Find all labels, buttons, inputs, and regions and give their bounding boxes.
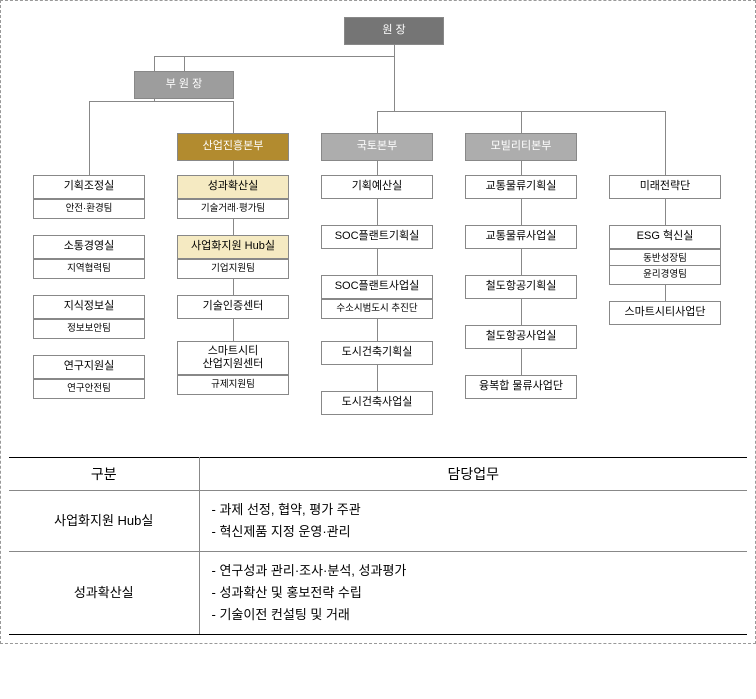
row-duties: - 연구성과 관리·조사·분석, 성과평가 - 성과확산 및 홍보전략 수립 -… xyxy=(199,552,747,635)
node-dept: SOC플랜트기획실 xyxy=(321,225,433,249)
node-team: 기술거래·평가팀 xyxy=(177,199,289,219)
node-team: 연구안전팀 xyxy=(33,379,145,399)
table-row: 성과확산실- 연구성과 관리·조사·분석, 성과평가 - 성과확산 및 홍보전략… xyxy=(9,552,747,635)
node-hq: 산업진흥본부 xyxy=(177,133,289,161)
node-dept: SOC플랜트사업실 xyxy=(321,275,433,299)
connector-line xyxy=(394,45,395,111)
node-dept: 교통물류사업실 xyxy=(465,225,577,249)
node-team: 지역협력팀 xyxy=(33,259,145,279)
node-dept: 소통경영실 xyxy=(33,235,145,259)
node-dept: 기술인증센터 xyxy=(177,295,289,319)
connector-line xyxy=(233,101,234,133)
node-dept: 스마트시티사업단 xyxy=(609,301,721,325)
node-dept: 도시건축기획실 xyxy=(321,341,433,365)
node-dept: 융복합 물류사업단 xyxy=(465,375,577,399)
node-dept: 지식정보실 xyxy=(33,295,145,319)
node-team: 규제지원팀 xyxy=(177,375,289,395)
node-dept: 연구지원실 xyxy=(33,355,145,379)
node-dept: 사업화지원 Hub실 xyxy=(177,235,289,259)
node-dept: 기획예산실 xyxy=(321,175,433,199)
table-header: 구분 xyxy=(9,458,199,491)
connector-line xyxy=(89,101,234,102)
connector-line xyxy=(521,111,522,133)
node-team: 수소시범도시 추진단 xyxy=(321,299,433,319)
node-vice: 부 원 장 xyxy=(134,71,234,99)
node-dept: 기획조정실 xyxy=(33,175,145,199)
node-root: 원 장 xyxy=(344,17,444,45)
connector-line xyxy=(89,101,90,175)
node-hq: 국토본부 xyxy=(321,133,433,161)
node-dept: 미래전략단 xyxy=(609,175,721,199)
node-dept: ESG 혁신실 xyxy=(609,225,721,249)
row-name: 성과확산실 xyxy=(9,552,199,635)
node-team: 윤리경영팀 xyxy=(609,265,721,285)
node-team: 기업지원팀 xyxy=(177,259,289,279)
connector-line xyxy=(154,56,394,57)
table-row: 사업화지원 Hub실- 과제 선정, 협약, 평가 주관 - 혁신제품 지정 운… xyxy=(9,491,747,552)
connector-line xyxy=(377,111,378,133)
row-name: 사업화지원 Hub실 xyxy=(9,491,199,552)
node-dept: 교통물류기획실 xyxy=(465,175,577,199)
org-chart: 원 장 부 원 장 산업진흥본부 국토본부 모빌리티본부 기획조정실안전·환경팀소통… xyxy=(9,11,747,451)
node-dept: 성과확산실 xyxy=(177,175,289,199)
connector-line xyxy=(184,56,185,71)
node-dept: 스마트시티 산업지원센터 xyxy=(177,341,289,375)
node-dept: 도시건축사업실 xyxy=(321,391,433,415)
duties-table: 구분 담당업무 사업화지원 Hub실- 과제 선정, 협약, 평가 주관 - 혁… xyxy=(9,457,747,635)
row-duties: - 과제 선정, 협약, 평가 주관 - 혁신제품 지정 운영·관리 xyxy=(199,491,747,552)
node-dept: 철도항공사업실 xyxy=(465,325,577,349)
node-dept: 철도항공기획실 xyxy=(465,275,577,299)
node-team: 정보보안팀 xyxy=(33,319,145,339)
node-team: 안전·환경팀 xyxy=(33,199,145,219)
table-header: 담당업무 xyxy=(199,458,747,491)
node-hq: 모빌리티본부 xyxy=(465,133,577,161)
